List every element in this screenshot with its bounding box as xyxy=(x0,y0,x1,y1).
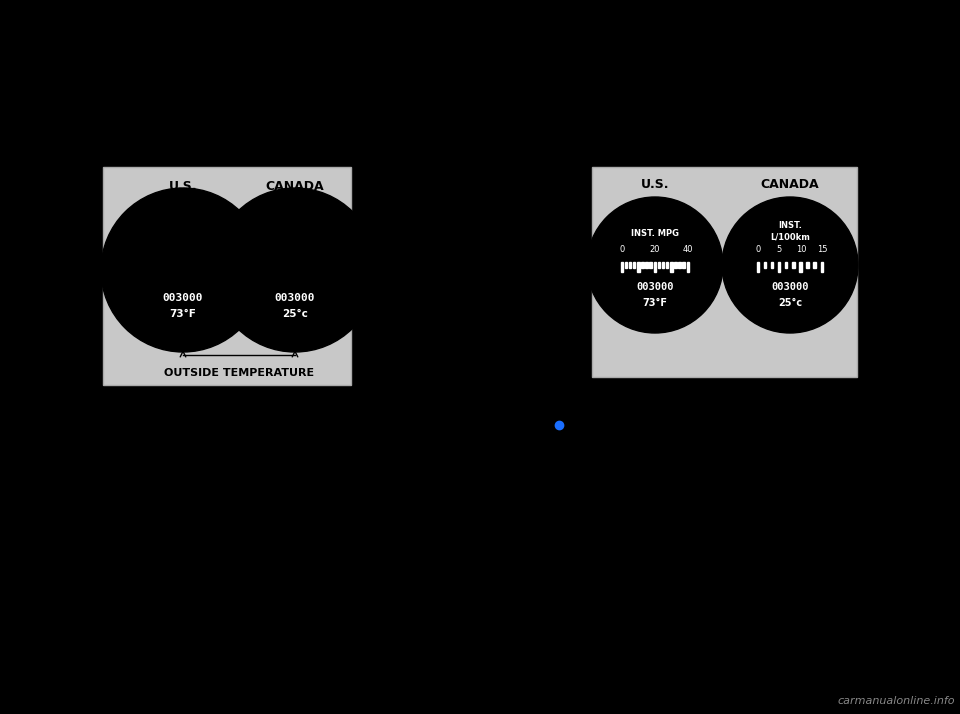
Text: U.S.: U.S. xyxy=(169,181,197,193)
Circle shape xyxy=(101,188,265,352)
Bar xyxy=(645,262,648,268)
Bar xyxy=(633,262,636,268)
Text: 003000: 003000 xyxy=(275,293,315,303)
Text: 10: 10 xyxy=(796,246,806,254)
Bar xyxy=(763,262,766,268)
Text: CANADA: CANADA xyxy=(760,178,819,191)
Text: 003000: 003000 xyxy=(636,282,674,292)
Bar xyxy=(806,262,808,268)
Bar xyxy=(670,262,673,272)
Bar xyxy=(658,262,660,268)
Text: 25°c: 25°c xyxy=(778,298,802,308)
Bar xyxy=(683,262,684,268)
Bar xyxy=(771,262,773,268)
Text: 40: 40 xyxy=(683,246,693,254)
Text: 0: 0 xyxy=(756,246,760,254)
Circle shape xyxy=(722,197,858,333)
Text: INST. MPG: INST. MPG xyxy=(631,228,679,238)
Bar xyxy=(103,167,351,385)
Bar xyxy=(641,262,643,268)
Bar xyxy=(792,262,795,268)
Bar xyxy=(592,167,857,377)
Bar xyxy=(637,262,639,272)
Circle shape xyxy=(213,188,377,352)
Text: 25°c: 25°c xyxy=(282,309,308,319)
Bar xyxy=(629,262,632,268)
Text: 20: 20 xyxy=(650,246,660,254)
Text: CANADA: CANADA xyxy=(266,181,324,193)
Bar xyxy=(813,262,816,268)
Bar xyxy=(674,262,677,268)
Bar xyxy=(654,262,656,272)
Bar xyxy=(756,262,759,272)
Bar xyxy=(799,262,802,272)
Text: INST.
L/100km: INST. L/100km xyxy=(770,221,810,241)
Bar xyxy=(778,262,780,272)
Text: 73°F: 73°F xyxy=(642,298,667,308)
Circle shape xyxy=(587,197,723,333)
Text: U.S.: U.S. xyxy=(640,178,669,191)
Bar xyxy=(620,262,623,272)
Bar xyxy=(661,262,664,268)
Bar xyxy=(686,262,689,272)
Text: 5: 5 xyxy=(777,246,781,254)
Text: OUTSIDE TEMPERATURE: OUTSIDE TEMPERATURE xyxy=(164,368,314,378)
Text: 15: 15 xyxy=(817,246,828,254)
Bar xyxy=(625,262,627,268)
Text: 003000: 003000 xyxy=(771,282,808,292)
Text: 73°F: 73°F xyxy=(170,309,197,319)
Bar xyxy=(679,262,681,268)
Bar xyxy=(821,262,823,272)
Text: 003000: 003000 xyxy=(163,293,204,303)
Bar xyxy=(649,262,652,268)
Text: carmanualonline.info: carmanualonline.info xyxy=(837,696,955,706)
Bar xyxy=(785,262,787,268)
Bar xyxy=(666,262,668,268)
Text: 0: 0 xyxy=(619,246,625,254)
